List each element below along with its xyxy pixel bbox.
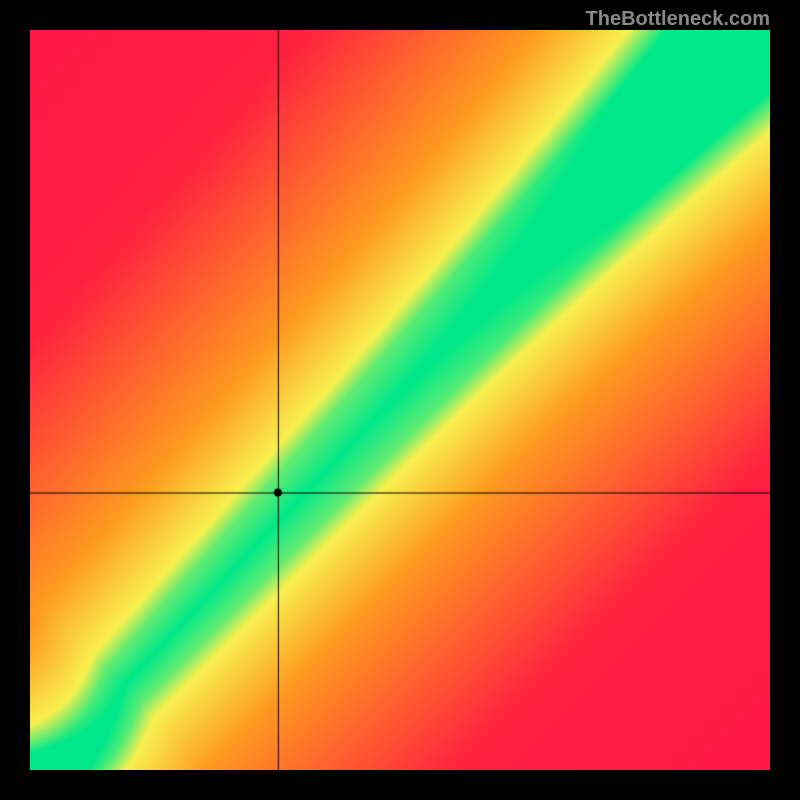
watermark-text: TheBottleneck.com	[586, 8, 770, 31]
chart-container: TheBottleneck.com	[0, 0, 800, 800]
heatmap-plot	[30, 30, 770, 770]
heatmap-canvas	[30, 30, 770, 770]
